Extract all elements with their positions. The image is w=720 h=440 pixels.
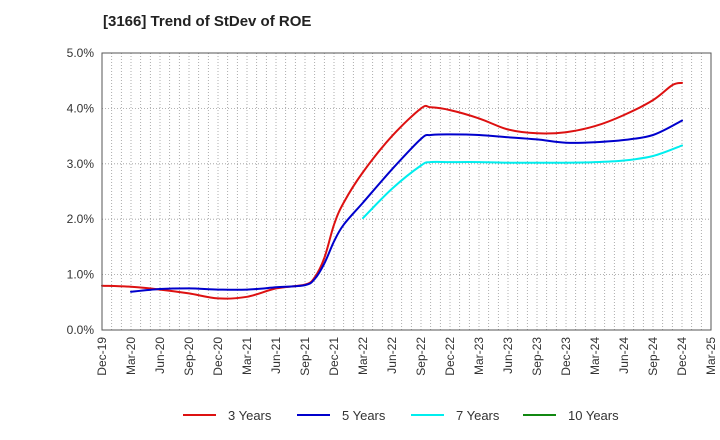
y-tick-labels: 0.0% 1.0% 2.0% 3.0% 4.0% 5.0% — [67, 46, 95, 337]
series-layer — [101, 81, 683, 300]
x-tick-label: Sep-20 — [182, 337, 196, 376]
series-line-5-years — [130, 119, 683, 293]
y-tick-label: 3.0% — [67, 157, 95, 171]
x-tick-label: Jun-23 — [501, 337, 515, 374]
x-tick-labels: Dec-19 Mar-20 Jun-20 Sep-20 Dec-20 Mar-21 Jun-… — [95, 337, 718, 376]
legend-item-7-years: 7 Years — [411, 405, 499, 425]
legend-swatch — [297, 414, 330, 416]
legend-item-10-years: 10 Years — [523, 405, 619, 425]
chart-title: [3166] Trend of StDev of ROE — [103, 13, 312, 30]
x-tick-label: Dec-19 — [95, 337, 109, 376]
x-tick-label: Jun-21 — [269, 337, 283, 374]
legend-label: 10 Years — [568, 407, 619, 423]
x-tick-label: Dec-22 — [443, 337, 457, 376]
y-tick-label: 4.0% — [67, 101, 95, 115]
x-tick-label: Jun-22 — [385, 337, 399, 374]
legend-item-5-years: 5 Years — [297, 405, 385, 425]
legend-label: 3 Years — [228, 407, 272, 423]
y-tick-label: 2.0% — [67, 212, 95, 226]
x-tick-label: Mar-23 — [472, 337, 486, 375]
legend-label: 7 Years — [456, 407, 500, 423]
x-tick-label: Jun-20 — [153, 337, 167, 374]
x-tick-label: Sep-21 — [298, 337, 312, 376]
legend-label: 5 Years — [342, 407, 386, 423]
legend-swatch — [183, 414, 216, 416]
x-tick-label: Dec-24 — [675, 337, 689, 376]
x-tick-label: Dec-21 — [327, 337, 341, 376]
x-tick-label: Dec-23 — [559, 337, 573, 376]
x-tick-label: Sep-24 — [646, 337, 660, 376]
x-tick-label: Mar-22 — [356, 337, 370, 375]
y-tick-label: 1.0% — [67, 268, 95, 282]
y-tick-label: 0.0% — [67, 323, 95, 337]
series-line-3-years — [101, 81, 683, 300]
legend-swatch — [411, 414, 444, 416]
x-tick-label: Mar-20 — [124, 337, 138, 375]
y-tick-label: 5.0% — [67, 46, 95, 60]
x-tick-label: Sep-22 — [414, 337, 428, 376]
legend: 3 Years 5 Years 7 Years 10 Years — [0, 405, 720, 425]
series-line-7-years — [362, 144, 683, 220]
x-tick-label: Jun-24 — [617, 337, 631, 374]
x-tick-label: Mar-25 — [704, 337, 718, 375]
legend-swatch — [523, 414, 556, 416]
x-tick-label: Mar-24 — [588, 337, 602, 375]
x-tick-label: Mar-21 — [240, 337, 254, 375]
plot-frame — [101, 52, 712, 331]
grid-layer — [102, 53, 711, 330]
x-tick-label: Sep-23 — [530, 337, 544, 376]
legend-item-3-years: 3 Years — [183, 405, 271, 425]
x-tick-label: Dec-20 — [211, 337, 225, 376]
